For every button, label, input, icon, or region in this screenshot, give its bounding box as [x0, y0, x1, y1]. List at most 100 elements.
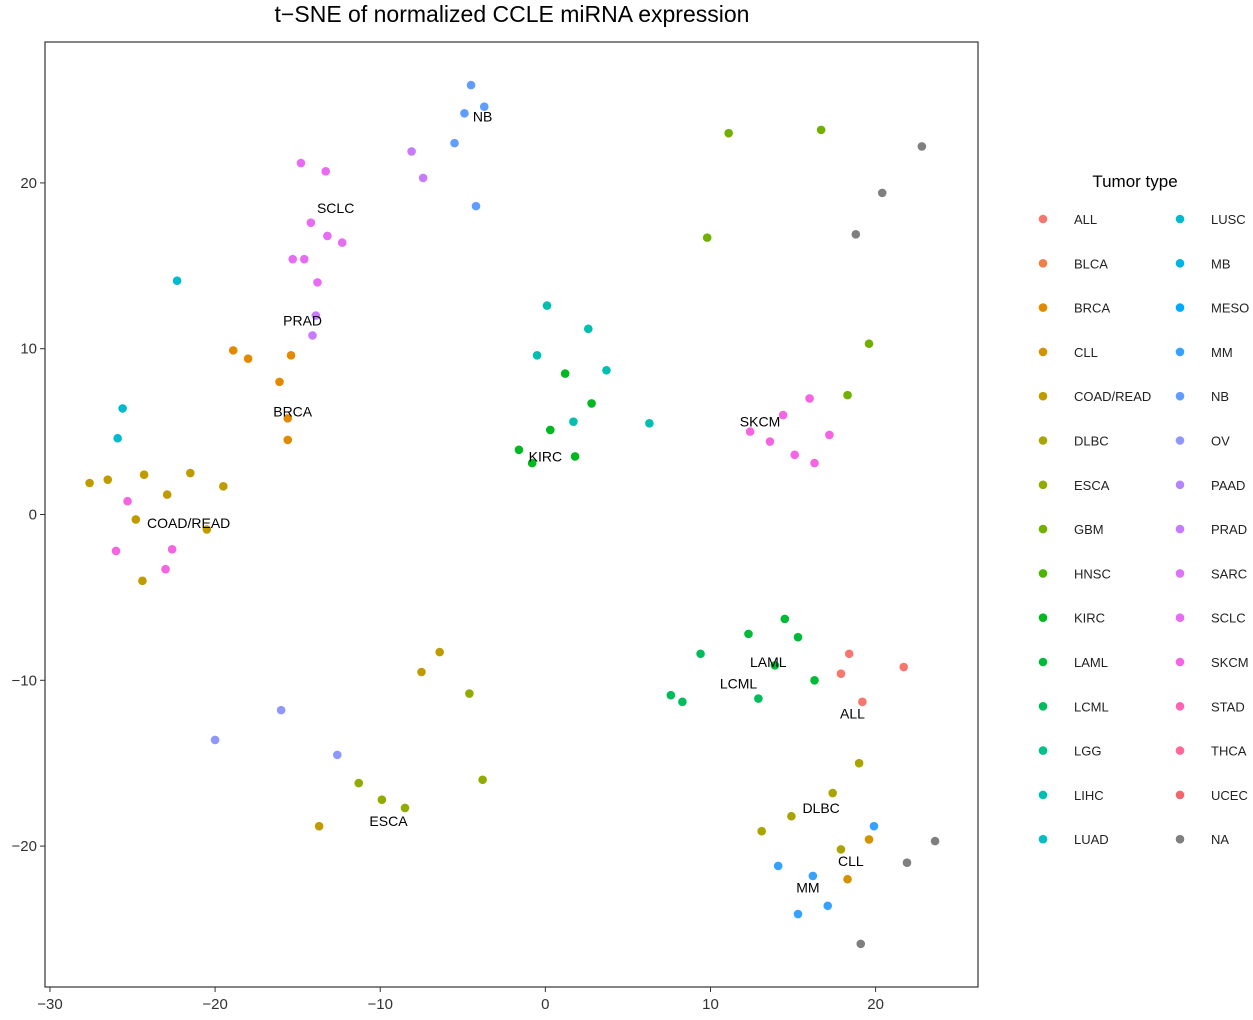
- legend-label: LUAD: [1074, 832, 1109, 847]
- y-tick-label: −10: [12, 672, 37, 689]
- legend-key: [1175, 347, 1185, 357]
- data-point: [823, 901, 833, 911]
- legend-label: LGG: [1074, 744, 1101, 759]
- legend-label: GBM: [1074, 522, 1104, 537]
- data-point: [400, 803, 410, 813]
- data-point: [337, 238, 347, 247]
- legend-key: [1038, 347, 1048, 357]
- data-point: [139, 470, 149, 480]
- data-point: [450, 138, 459, 148]
- legend-label: LCML: [1074, 699, 1109, 714]
- y-tick-label: 10: [20, 341, 37, 358]
- data-point: [219, 482, 228, 491]
- cluster-label: NB: [473, 109, 492, 125]
- data-point: [869, 821, 879, 831]
- cluster-label: ALL: [840, 705, 865, 721]
- legend-label: HNSC: [1074, 566, 1111, 581]
- legend-key: [1175, 613, 1185, 622]
- data-point: [202, 525, 212, 534]
- data-point: [843, 390, 852, 400]
- legend-label: THCA: [1211, 744, 1247, 759]
- data-point: [724, 128, 733, 138]
- data-point: [407, 147, 416, 156]
- data-point: [828, 788, 837, 798]
- data-point: [560, 369, 570, 378]
- data-point: [902, 858, 912, 867]
- data-point: [479, 102, 489, 111]
- data-point: [770, 661, 780, 670]
- data-point: [843, 874, 852, 884]
- legend-label: LAML: [1074, 655, 1108, 670]
- cluster-label: BRCA: [273, 404, 313, 420]
- data-point: [778, 410, 788, 420]
- legend-key: [1175, 391, 1185, 401]
- data-point: [186, 468, 195, 478]
- data-point: [793, 632, 803, 642]
- legend-key: [1175, 657, 1185, 667]
- data-point: [754, 694, 763, 703]
- data-point: [332, 750, 342, 760]
- cluster-label: MM: [796, 880, 819, 896]
- x-tick-label: −10: [367, 996, 392, 1013]
- data-point: [161, 564, 170, 574]
- legend-label: STAD: [1211, 699, 1245, 714]
- data-point: [678, 697, 687, 707]
- data-point: [570, 452, 580, 461]
- legend-key: [1175, 436, 1185, 445]
- legend-label: ESCA: [1074, 478, 1110, 493]
- data-point: [210, 735, 220, 745]
- legend-key: [1175, 259, 1185, 268]
- data-point: [583, 324, 593, 334]
- plot-panel: [44, 41, 979, 988]
- data-point: [162, 490, 172, 499]
- data-point: [131, 515, 141, 524]
- legend-key: [1038, 746, 1048, 755]
- data-point: [696, 649, 705, 659]
- data-point: [306, 218, 316, 228]
- legend: Tumor type ALL BLCA BRCA CLL COAD/READ DLBC ES…: [1038, 172, 1249, 847]
- legend-label: MB: [1211, 256, 1231, 271]
- data-point: [765, 437, 775, 446]
- data-point: [471, 201, 481, 211]
- data-point: [851, 230, 861, 239]
- data-point: [276, 705, 286, 715]
- legend-label: CLL: [1074, 345, 1098, 360]
- data-point: [810, 675, 819, 685]
- data-point: [757, 826, 766, 836]
- legend-title: Tumor type: [1092, 172, 1177, 191]
- legend-label: DLBC: [1074, 434, 1109, 449]
- cluster-labels: NB SCLC PRAD BRCA COAD/READ KIRC SKCM LAML LCML A…: [147, 109, 865, 896]
- legend-key: [1038, 391, 1048, 401]
- data-point: [323, 231, 332, 241]
- legend-label: LIHC: [1074, 788, 1104, 803]
- data-point: [354, 778, 364, 788]
- data-point: [836, 669, 846, 678]
- data-point: [569, 417, 578, 426]
- data-point: [286, 351, 296, 360]
- data-point: [645, 419, 654, 428]
- data-point: [313, 278, 322, 287]
- data-point: [228, 346, 238, 355]
- legend-label: UCEC: [1211, 788, 1248, 803]
- data-point: [856, 939, 866, 949]
- data-point: [787, 811, 796, 821]
- data-point: [465, 689, 474, 698]
- x-tick-label: −30: [37, 996, 62, 1013]
- legend-key: [1175, 834, 1185, 844]
- legend-key: [1038, 259, 1048, 268]
- data-point: [283, 435, 293, 445]
- data-point: [435, 647, 444, 657]
- legend-label: SARC: [1211, 566, 1247, 581]
- data-point: [917, 142, 927, 151]
- legend-label: MM: [1211, 345, 1233, 360]
- data-point: [930, 836, 940, 846]
- cluster-label: KIRC: [529, 448, 562, 464]
- data-point: [844, 649, 854, 659]
- cluster-label: CLL: [838, 853, 864, 869]
- data-point: [167, 545, 177, 554]
- data-point: [546, 425, 555, 435]
- data-point: [810, 458, 819, 468]
- data-point: [299, 254, 309, 264]
- legend-key: [1175, 303, 1185, 312]
- cluster-label: LAML: [750, 654, 787, 670]
